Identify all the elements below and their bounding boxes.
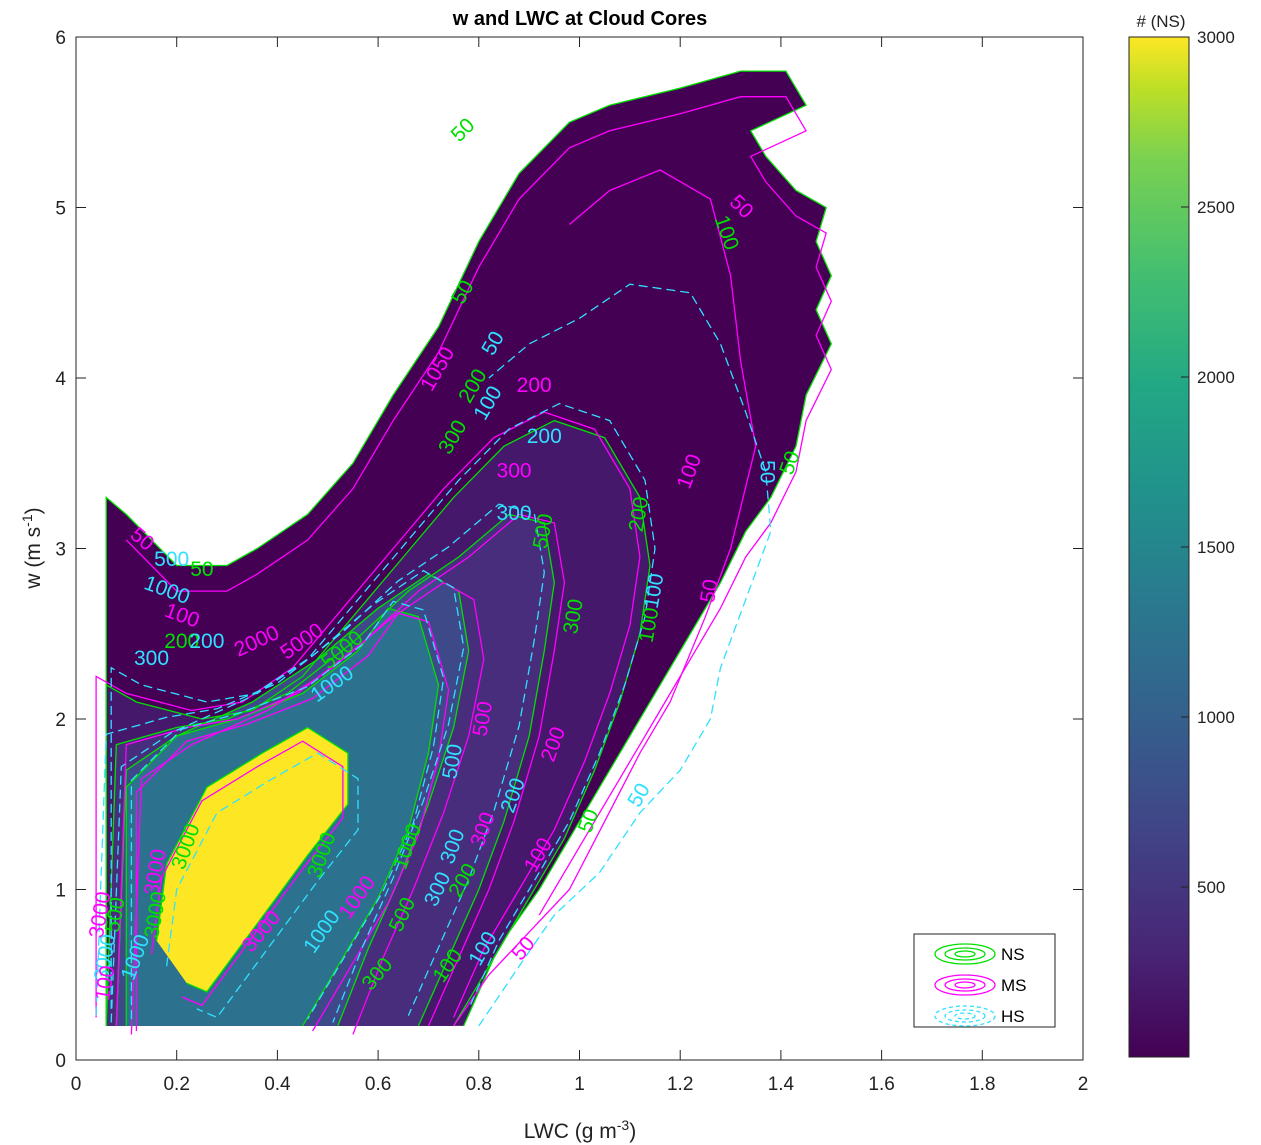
contour-line-ms: [135, 612, 450, 1032]
colorbar-tick-label: 1000: [1197, 708, 1235, 727]
contour-label-hs: 200: [527, 425, 562, 448]
legend-swatch: [934, 1005, 996, 1027]
y-axis-label: w (m s-1): [19, 507, 45, 589]
contour-line-hs: [95, 503, 545, 1016]
contour-line-hs: [130, 600, 445, 1020]
x-tick-label: 0.4: [264, 1074, 291, 1095]
contour-line-ms: [115, 513, 566, 1027]
legend-swatch: [954, 1012, 976, 1020]
colorbar-gradient: [1128, 36, 1190, 1058]
colorbar-tick-label: 3000: [1197, 28, 1235, 47]
contour-label-hs: 50: [755, 460, 778, 483]
y-tick-label: 3: [55, 540, 66, 561]
legend-box: [913, 933, 1056, 1028]
legend-label: NS: [1001, 945, 1025, 964]
contour-line-ms: [95, 411, 641, 1018]
contour-label-ms: 200: [517, 374, 552, 397]
contour-label-ms: 300: [497, 459, 532, 482]
contour-line-hs: [478, 283, 772, 1027]
legend-label: MS: [1001, 976, 1027, 995]
legend-item-ms: MS: [934, 974, 1027, 996]
contour-lines: [95, 70, 833, 1035]
contour-label-hs: 500: [154, 548, 189, 571]
fill-level-3000: [156, 727, 348, 992]
x-tick-label: 1.8: [969, 1074, 995, 1095]
y-tick-label: 5: [55, 199, 66, 220]
colorbar-tick-label: 1500: [1197, 538, 1235, 557]
contour-line-hs: [165, 752, 359, 1019]
contour-line-ms: [453, 169, 757, 1027]
legend-swatch: [944, 947, 986, 961]
contour-label-ms: 50: [696, 577, 723, 604]
legend-swatch: [934, 943, 996, 965]
contour-label-hs: 300: [134, 647, 169, 670]
colorbar-title: # (NS): [1136, 12, 1185, 31]
legend-swatch: [934, 974, 996, 996]
y-tick-label: 6: [55, 28, 66, 49]
contour-line-ms: [130, 581, 485, 1035]
y-axis: 0 1 2 3 4 5 6: [55, 28, 1083, 1072]
legend: NS MS HS: [913, 933, 1056, 1028]
y-tick-label: 2: [55, 710, 66, 731]
contour-label-ns: 200: [164, 630, 199, 653]
x-tick-label: 1: [574, 1074, 585, 1095]
legend-item-ns: NS: [934, 943, 1025, 965]
colorbar: # (NS) 500 1000 1500 2000 2500 3000: [1128, 12, 1235, 1058]
legend-label: HS: [1001, 1007, 1025, 1026]
x-axis: 0 0.2 0.4 0.6 0.8 1 1.2 1.4 1.6 1.8 2: [71, 37, 1089, 1095]
chart-title: w and LWC at Cloud Cores: [452, 8, 707, 30]
legend-swatch: [954, 981, 976, 989]
contour-line-ns: [105, 70, 833, 1027]
x-tick-label: 1.2: [667, 1074, 693, 1095]
y-tick-label: 1: [55, 881, 66, 902]
contour-label-hs: 300: [497, 502, 532, 525]
legend-swatch: [944, 978, 986, 992]
colorbar-ticks: 500 1000 1500 2000 2500 3000: [1181, 28, 1235, 897]
contour-line-ns: [105, 419, 651, 1027]
y-tick-label: 4: [55, 369, 66, 390]
contour-line-ns: [155, 726, 349, 993]
colorbar-tick-label: 2500: [1197, 198, 1235, 217]
contour-label-hs: 200: [189, 630, 224, 653]
legend-item-hs: HS: [934, 1005, 1025, 1027]
contour-line-ms: [150, 740, 344, 1007]
x-tick-label: 0.8: [466, 1074, 492, 1095]
contour-line-hs: [110, 569, 465, 1023]
y-tick-label: 0: [55, 1051, 66, 1072]
contour-line-ns: [125, 607, 440, 1027]
colorbar-tick-label: 2000: [1197, 368, 1235, 387]
x-tick-label: 2: [1078, 1074, 1089, 1095]
x-axis-label: LWC (g m-3): [524, 1117, 636, 1143]
contour-label-ns: 50: [190, 558, 213, 581]
x-tick-label: 0.2: [163, 1074, 189, 1095]
x-tick-label: 1.6: [868, 1074, 894, 1095]
contour-line-ms: [125, 96, 833, 916]
x-tick-label: 0: [71, 1074, 82, 1095]
contour-line-hs: [110, 402, 656, 1010]
legend-swatch: [954, 950, 976, 958]
legend-swatch: [944, 1009, 986, 1023]
colorbar-tick-label: 500: [1197, 878, 1225, 897]
x-tick-label: 0.6: [365, 1074, 391, 1095]
x-tick-label: 1.4: [768, 1074, 795, 1095]
